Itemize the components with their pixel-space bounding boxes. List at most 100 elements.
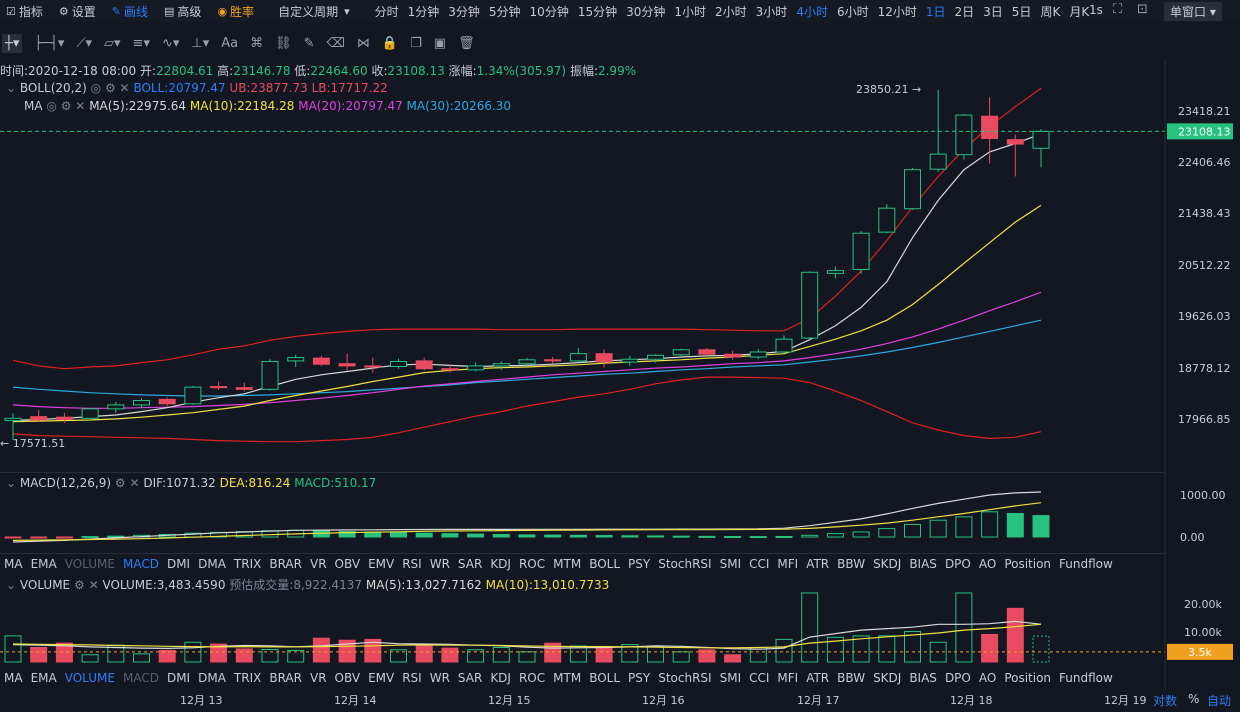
period-4[interactable]: 10分钟 [529, 4, 569, 19]
indicator-tab-position[interactable]: Position [1004, 557, 1052, 571]
period-15[interactable]: 3日 [983, 4, 1003, 19]
indicator-tab-cci[interactable]: CCI [749, 671, 770, 685]
wave-tool-icon[interactable]: ∿▾ [161, 35, 180, 51]
indicator-tab-dpo[interactable]: DPO [944, 671, 971, 685]
indicator-tab-ma[interactable]: MA [4, 557, 23, 571]
indicator-tab-trix[interactable]: TRIX [233, 557, 262, 571]
indicator-tab-mtm[interactable]: MTM [553, 671, 582, 685]
period-10[interactable]: 4小时 [796, 4, 828, 19]
indicator-tab-trix[interactable]: TRIX [233, 671, 262, 685]
pane-divider[interactable] [0, 553, 1165, 554]
collapse-icon[interactable]: ⌄ [6, 476, 17, 490]
indicator-tab-stochrsi[interactable]: StochRSI [658, 671, 712, 685]
indicator-tab-rsi[interactable]: RSI [402, 671, 422, 685]
period-8[interactable]: 2小时 [715, 4, 747, 19]
draw-button[interactable]: ✎ 画线 [106, 3, 148, 20]
settings-icon[interactable]: ⚙ [73, 578, 85, 592]
custom-period-dropdown[interactable]: 自定义周期 ▾ [278, 3, 353, 20]
period-14[interactable]: 2日 [954, 4, 975, 19]
indicator-tab-cci[interactable]: CCI [749, 557, 770, 571]
period-6[interactable]: 30分钟 [626, 4, 666, 19]
trendline-tool-icon[interactable]: ⟋▾ [76, 35, 93, 51]
indicator-tab-ma[interactable]: MA [4, 671, 23, 685]
indicator-tab-roc[interactable]: ROC [518, 557, 546, 571]
indicator-tab-sar[interactable]: SAR [457, 557, 483, 571]
indicator-tab-bias[interactable]: BIAS [909, 557, 937, 571]
winrate-button[interactable]: ◉ 胜率 [211, 3, 254, 20]
crosshair-tool-icon[interactable]: ┼▾ [2, 33, 23, 53]
settings-icon[interactable]: ⚙ [60, 99, 72, 113]
indicator-tab-boll[interactable]: BOLL [589, 671, 621, 685]
settings-icon[interactable]: ⚙ [104, 81, 116, 95]
indicator-tab-kdj[interactable]: KDJ [490, 557, 511, 571]
indicator-tab-wr[interactable]: WR [429, 671, 450, 685]
indicator-tab-vr[interactable]: VR [309, 557, 327, 571]
indicator-tab-emv[interactable]: EMV [368, 671, 395, 685]
indicator-tab-fundflow[interactable]: Fundflow [1059, 557, 1113, 571]
eye-icon[interactable]: ◎ [90, 81, 102, 95]
indicator-tab-mfi[interactable]: MFI [777, 671, 799, 685]
pane-divider[interactable] [0, 472, 1165, 473]
period-5[interactable]: 15分钟 [577, 4, 618, 19]
log-scale-toggle[interactable]: 对数 [1153, 694, 1178, 708]
copy-tool-icon[interactable]: ❐ [410, 35, 422, 51]
close-icon[interactable]: ✕ [129, 476, 140, 490]
collapse-icon[interactable]: ⌄ [6, 81, 17, 95]
interval-label[interactable]: 1s [1089, 3, 1103, 17]
eye-icon[interactable]: ◎ [46, 99, 57, 113]
period-12[interactable]: 12小时 [877, 4, 917, 19]
indicator-tab-ao[interactable]: AO [978, 671, 997, 685]
settings-button[interactable]: ⚙ 设置 [53, 3, 96, 20]
indicator-tab-rsi[interactable]: RSI [402, 557, 422, 571]
indicator-tab-kdj[interactable]: KDJ [490, 671, 511, 685]
measure-tool-icon[interactable]: ⊥▾ [191, 35, 210, 51]
delete-tool-icon[interactable]: 🗑 [458, 35, 475, 51]
indicator-tab-ao[interactable]: AO [978, 557, 997, 571]
indicator-tab-smi[interactable]: SMI [719, 671, 742, 685]
percent-scale-toggle[interactable]: % [1188, 692, 1200, 706]
indicator-tab-atr[interactable]: ATR [806, 557, 830, 571]
period-17[interactable]: 周K [1040, 4, 1061, 19]
pattern-tool-icon[interactable]: ⋈ [356, 35, 370, 51]
eraser-tool-icon[interactable]: ⌫ [326, 35, 345, 51]
period-11[interactable]: 6小时 [836, 4, 869, 19]
indicator-button[interactable]: ☑ 指标 [0, 3, 43, 20]
indicator-tab-psy[interactable]: PSY [628, 557, 651, 571]
window-mode-dropdown[interactable]: 单窗口 ▾ [1164, 2, 1222, 21]
period-1[interactable]: 1分钟 [407, 4, 440, 19]
indicator-tab-volume[interactable]: VOLUME [64, 671, 115, 685]
indicator-tab-psy[interactable]: PSY [628, 671, 651, 685]
indicator-tab-bbw[interactable]: BBW [837, 671, 866, 685]
indicator-tab-volume[interactable]: VOLUME [64, 557, 115, 571]
close-icon[interactable]: ✕ [75, 99, 86, 113]
link-tool-icon[interactable]: ⛓ [275, 35, 292, 51]
screenshot-icon[interactable]: ⊡ [1137, 2, 1148, 17]
period-9[interactable]: 3小时 [755, 4, 788, 19]
indicator-tab-macd[interactable]: MACD [122, 671, 159, 685]
magnet-tool-icon[interactable]: ⌘ [250, 35, 264, 51]
indicator-tab-wr[interactable]: WR [429, 557, 450, 571]
auto-scale-toggle[interactable]: 自动 [1207, 694, 1232, 708]
period-0[interactable]: 分时 [374, 4, 399, 19]
indicator-tab-boll[interactable]: BOLL [589, 557, 621, 571]
indicator-tab-atr[interactable]: ATR [806, 671, 830, 685]
indicator-tab-brar[interactable]: BRAR [269, 557, 302, 571]
rectangle-tool-icon[interactable]: ▱▾ [104, 35, 121, 51]
indicator-tab-fundflow[interactable]: Fundflow [1059, 671, 1113, 685]
indicator-tab-emv[interactable]: EMV [368, 557, 395, 571]
period-7[interactable]: 1小时 [674, 4, 707, 19]
indicator-tab-obv[interactable]: OBV [334, 557, 361, 571]
indicator-tab-mtm[interactable]: MTM [553, 557, 582, 571]
indicator-tab-dma[interactable]: DMA [198, 671, 226, 685]
indicator-tab-skdj[interactable]: SKDJ [873, 671, 902, 685]
indicator-tab-bbw[interactable]: BBW [837, 557, 866, 571]
fullscreen-icon[interactable]: ⛶ [1113, 2, 1123, 17]
indicator-tab-smi[interactable]: SMI [719, 557, 742, 571]
indicator-tab-sar[interactable]: SAR [457, 671, 483, 685]
indicator-tab-dma[interactable]: DMA [198, 557, 226, 571]
text-tool-icon[interactable]: Aa [221, 35, 239, 51]
indicator-tab-dpo[interactable]: DPO [944, 557, 971, 571]
indicator-tab-stochrsi[interactable]: StochRSI [658, 557, 712, 571]
indicator-tab-ema[interactable]: EMA [30, 671, 57, 685]
template-tool-icon[interactable]: ▣ [433, 35, 447, 51]
